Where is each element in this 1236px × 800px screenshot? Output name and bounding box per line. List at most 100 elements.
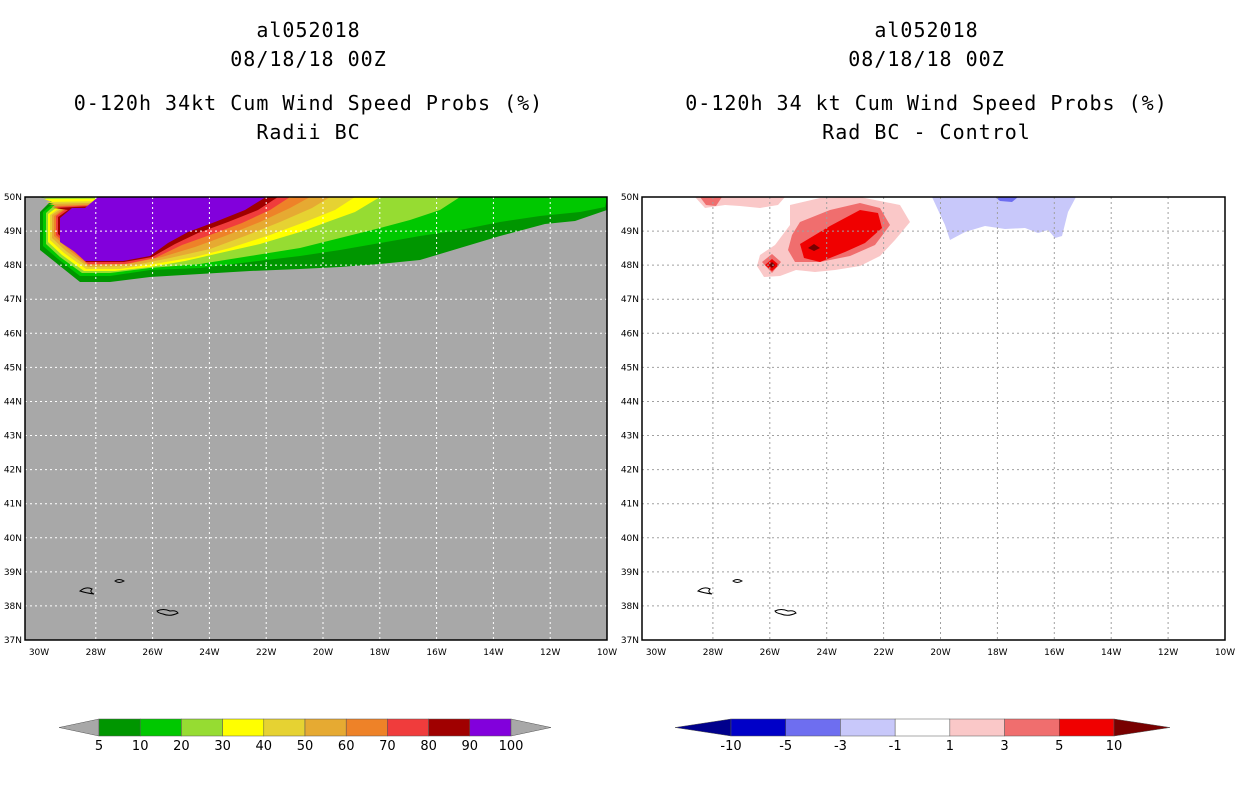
colorbar-swatch: [181, 718, 223, 737]
colorbar-label: 1: [946, 739, 954, 754]
x-tick-label: 16W: [426, 648, 446, 658]
contour-100: [60, 197, 266, 261]
y-tick-label: 40N: [621, 534, 639, 544]
x-tick-label: 16W: [1044, 648, 1064, 658]
y-tick-label: 44N: [4, 397, 22, 407]
y-tick-label: 38N: [4, 602, 22, 612]
colorbar-swatch: [840, 718, 896, 737]
y-tick-label: 47N: [4, 295, 22, 305]
x-tick-label: 24W: [199, 648, 219, 658]
left-datetime: 08/18/18 00Z: [230, 47, 387, 71]
colorbar-swatch: [949, 718, 1005, 737]
colorbar-label: 30: [214, 739, 231, 754]
y-tick-label: 42N: [4, 466, 22, 476]
right-diff-contours: [695, 197, 1076, 277]
colorbar-label: 20: [173, 739, 190, 754]
y-tick-label: 44N: [621, 397, 639, 407]
x-tick-label: 28W: [86, 648, 106, 658]
y-tick-label: 43N: [4, 432, 22, 442]
y-tick-label: 49N: [4, 227, 22, 237]
left-prob-contours: [25, 197, 607, 282]
left-subtitle: Radii BC: [256, 120, 361, 144]
x-tick-label: 26W: [760, 648, 780, 658]
left-islands: [78, 579, 179, 616]
y-tick-label: 41N: [621, 500, 639, 510]
y-tick-label: 45N: [4, 363, 22, 373]
colorbar-label: -1: [889, 739, 902, 754]
island-flores: [78, 587, 95, 595]
colorbar-label: 50: [297, 739, 314, 754]
colorbar-label: -10: [720, 739, 741, 754]
colorbar-label: 5: [1055, 739, 1063, 754]
diff-neg-1: [932, 197, 1076, 240]
x-tick-label: 10W: [597, 648, 617, 658]
right-title: 0-120h 34 kt Cum Wind Speed Probs (%): [685, 91, 1168, 115]
diff-pos-10: [808, 244, 820, 251]
x-tick-label: 14W: [1101, 648, 1121, 658]
left-map: 30W 28W 26W 24W 22W 20W 18W 16W 14W 12W 10W 37N 38N…: [4, 193, 617, 658]
right-grid-lines: [642, 197, 1225, 640]
left-y-axis-labels: 37N 38N 39N 40N 41N 42N 43N 44N 45N 46N 47N 48N 49N 5…: [4, 193, 22, 646]
x-tick-label: 14W: [483, 648, 503, 658]
y-tick-label: 41N: [4, 500, 22, 510]
x-tick-label: 18W: [987, 648, 1007, 658]
colorbar-swatch: [730, 718, 786, 737]
colorbar-label: -5: [779, 739, 792, 754]
x-tick-label: 30W: [29, 648, 49, 658]
colorbar-swatch: [785, 718, 841, 737]
colorbar-label: 60: [338, 739, 355, 754]
right-datetime: 08/18/18 00Z: [848, 47, 1005, 71]
y-tick-label: 37N: [621, 636, 639, 646]
left-storm-id: al052018: [256, 18, 361, 42]
left-grid-lines: [25, 197, 607, 640]
island-sao-miguel-r: [774, 609, 797, 616]
colorbar-label: 3: [1000, 739, 1008, 754]
colorbar-under-arrow: [58, 718, 100, 737]
y-tick-label: 49N: [621, 227, 639, 237]
right-map: 30W 28W 26W 24W 22W 20W 18W 16W 14W 12W 10W 37N 38N…: [621, 193, 1235, 658]
island-graciosa: [114, 579, 125, 583]
colorbar-swatch: [894, 718, 951, 737]
colorbar-swatch: [304, 718, 347, 737]
colorbar-swatch: [1059, 718, 1115, 737]
colorbar-swatch: [428, 718, 471, 737]
y-tick-label: 48N: [621, 261, 639, 271]
right-storm-id: al052018: [874, 18, 979, 42]
colorbar-over-arrow: [510, 718, 552, 737]
x-tick-label: 18W: [370, 648, 390, 658]
y-tick-label: 50N: [4, 193, 22, 203]
colorbar-label: 10: [132, 739, 149, 754]
colorbar-swatch: [345, 718, 388, 737]
right-islands: [696, 579, 797, 616]
colorbar-label: 40: [256, 739, 273, 754]
right-colorbar: -10 -5 -3 -1 1 3 5 10: [674, 718, 1171, 754]
x-tick-label: 28W: [703, 648, 723, 658]
y-tick-label: 38N: [621, 602, 639, 612]
diff-neg-3: [995, 197, 1018, 202]
y-tick-label: 39N: [621, 568, 639, 578]
x-tick-label: 22W: [256, 648, 276, 658]
diff-pos-3: [700, 197, 722, 206]
colorbar-swatch: [139, 718, 182, 737]
left-colorbar: 5 10 20 30 40 50 60 70 80 90 100: [58, 718, 552, 754]
y-tick-label: 42N: [621, 466, 639, 476]
right-x-axis-labels: 30W 28W 26W 24W 22W 20W 18W 16W 14W 12W 10W: [646, 648, 1235, 658]
x-tick-label: 26W: [142, 648, 162, 658]
left-panel-title: al052018 08/18/18 00Z 0-120h 34kt Cum Wi…: [0, 16, 617, 147]
colorbar-label: 90: [462, 739, 479, 754]
y-tick-label: 43N: [621, 432, 639, 442]
right-map-background: [642, 197, 1225, 640]
y-tick-label: 45N: [621, 363, 639, 373]
colorbar-label: -3: [834, 739, 847, 754]
x-tick-label: 30W: [646, 648, 666, 658]
left-map-frame: [24, 196, 608, 641]
x-tick-label: 24W: [817, 648, 837, 658]
island-sao-miguel: [156, 609, 179, 616]
y-tick-label: 46N: [4, 329, 22, 339]
y-tick-label: 37N: [4, 636, 22, 646]
colorbar-label: 5: [95, 739, 103, 754]
colorbar-swatch: [263, 718, 306, 737]
right-map-frame: [641, 196, 1226, 641]
y-tick-label: 48N: [4, 261, 22, 271]
